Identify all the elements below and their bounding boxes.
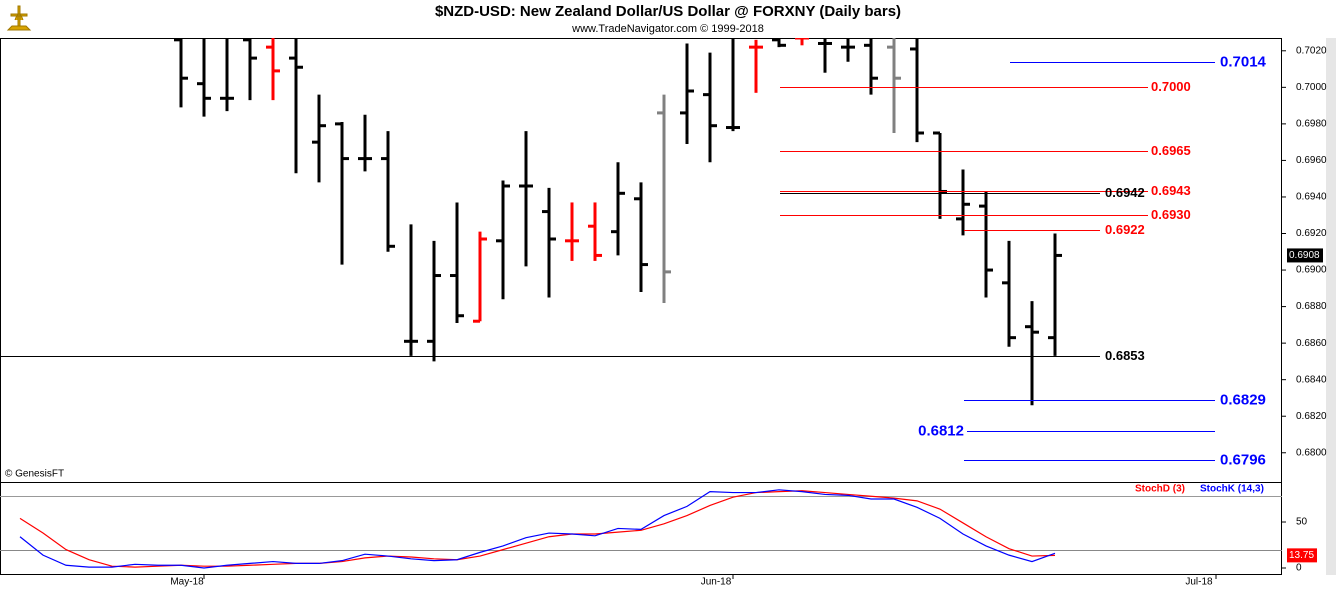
level-label: 0.6943 bbox=[1151, 183, 1191, 198]
level-label: 0.6796 bbox=[1220, 451, 1266, 468]
plot-frame bbox=[0, 38, 1282, 575]
x-tick-label: Jul-18 bbox=[1185, 577, 1213, 588]
last-price-box bbox=[1287, 248, 1323, 263]
stoch-line bbox=[19, 489, 1056, 569]
y-tick-label: 0.7020 bbox=[1296, 45, 1327, 56]
last-value-label: 13.75 bbox=[1289, 550, 1314, 561]
level-label: 0.7000 bbox=[1151, 79, 1191, 94]
level-label: 0.6829 bbox=[1220, 391, 1266, 408]
logo bbox=[6, 5, 32, 31]
y-tick-label: 0.6940 bbox=[1296, 192, 1327, 203]
level-label: 0.6965 bbox=[1151, 143, 1191, 158]
scrollbar bbox=[1326, 38, 1336, 575]
bars bbox=[174, 38, 1062, 406]
y-tick-label: 0.6920 bbox=[1296, 228, 1327, 239]
y-tick-label: 0.7000 bbox=[1296, 82, 1327, 93]
last-value-box bbox=[1287, 548, 1317, 563]
y-tick-label: 0.6880 bbox=[1296, 301, 1327, 312]
level-label: 0.6853 bbox=[1105, 348, 1145, 363]
y-tick-label: 0.6820 bbox=[1296, 411, 1327, 422]
y-tick-label: 0.6980 bbox=[1296, 119, 1327, 130]
y-tick-label: 0.6960 bbox=[1296, 155, 1327, 166]
x-tick-label: Jun-18 bbox=[701, 577, 732, 588]
y-tick-label: 50 bbox=[1296, 517, 1308, 528]
y-tick-label: 0.6900 bbox=[1296, 265, 1327, 276]
y-tick-label: 0.6840 bbox=[1296, 374, 1327, 385]
level-label: 0.6942 bbox=[1105, 185, 1145, 200]
y-tick-label: 0 bbox=[1296, 563, 1302, 574]
annotation: © GenesisFT bbox=[5, 469, 64, 480]
last-price-label: 0.6908 bbox=[1289, 250, 1320, 261]
chart-subtitle: www.TradeNavigator.com © 1999-2018 bbox=[571, 23, 764, 35]
legend-entry: StochD (3) bbox=[1135, 484, 1185, 495]
x-tick-label: May-18 bbox=[170, 577, 204, 588]
stoch-line bbox=[19, 490, 1056, 568]
logo-mark bbox=[6, 5, 32, 31]
level-label: 0.7014 bbox=[1220, 53, 1267, 70]
level-label: 0.6930 bbox=[1151, 207, 1191, 222]
level-label: 0.6922 bbox=[1105, 222, 1145, 237]
chart-title: $NZD-USD: New Zealand Dollar/US Dollar @… bbox=[435, 3, 901, 20]
legend-entry: StochK (14,3) bbox=[1200, 484, 1264, 495]
level-label: 0.6812 bbox=[918, 422, 964, 439]
y-tick-label: 0.6860 bbox=[1296, 338, 1327, 349]
y-tick-label: 0.6800 bbox=[1296, 447, 1327, 458]
